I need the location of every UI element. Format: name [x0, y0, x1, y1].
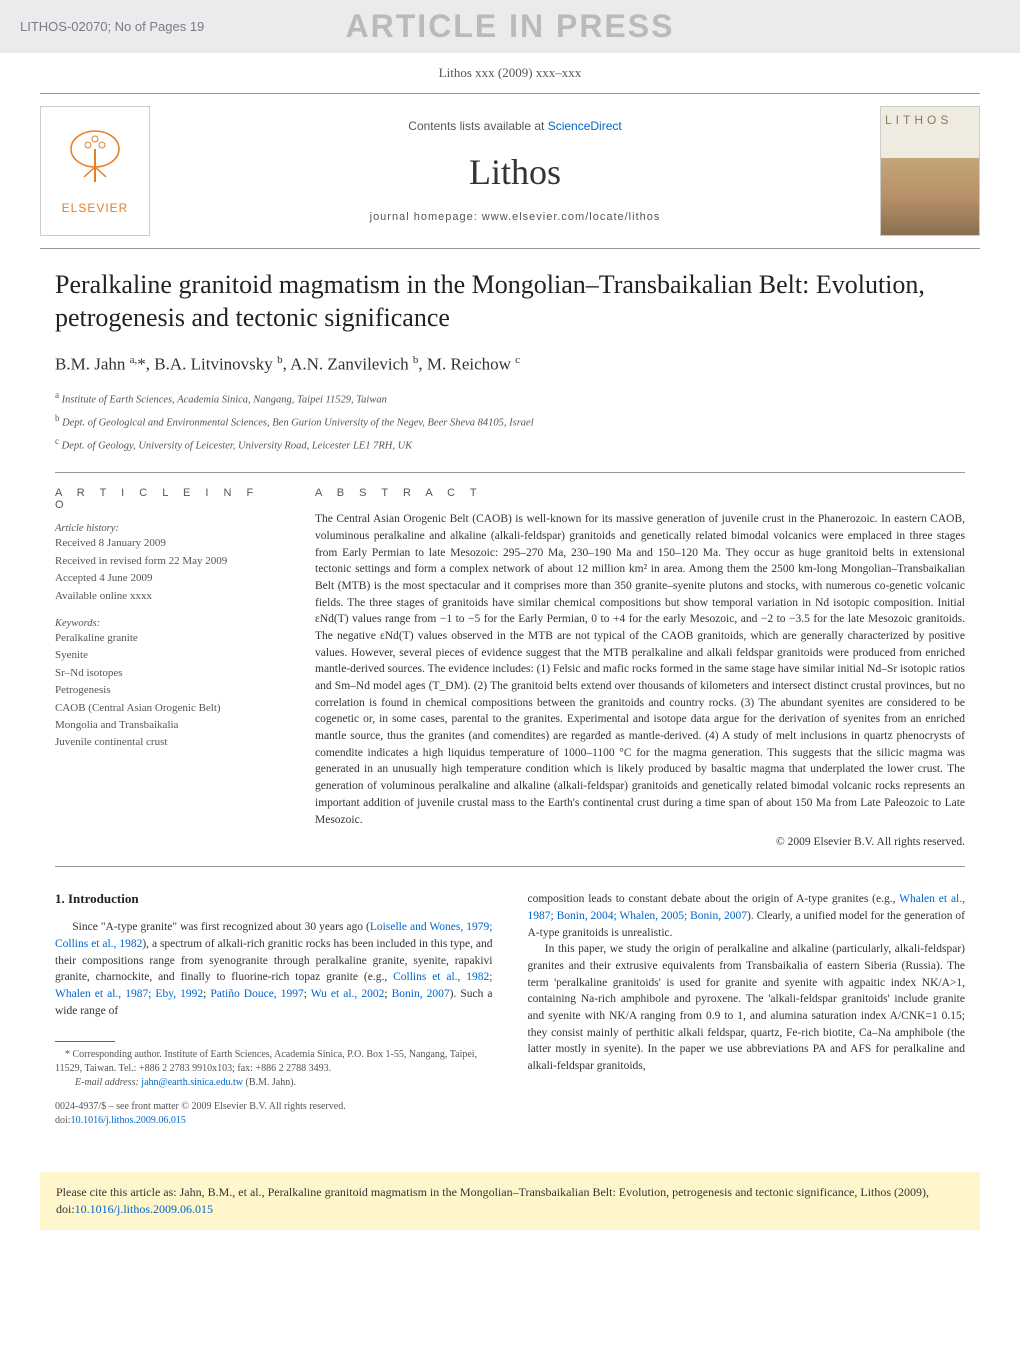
body-right-column: composition leads to constant debate abo…	[528, 891, 966, 1128]
email-footnote: E-mail address: jahn@earth.sinica.edu.tw…	[55, 1076, 493, 1090]
keyword-2: Sr–Nd isotopes	[55, 666, 280, 681]
abstract-column: A B S T R A C T The Central Asian Orogen…	[315, 487, 965, 848]
journal-reference-line: Lithos xxx (2009) xxx–xxx	[0, 53, 1020, 93]
keyword-4: CAOB (Central Asian Orogenic Belt)	[55, 701, 280, 716]
email-label: E-mail address:	[75, 1077, 141, 1088]
abstract-heading: A B S T R A C T	[315, 487, 965, 499]
body-left-column: 1. Introduction Since "A-type granite" w…	[55, 891, 493, 1128]
affiliations: a Institute of Earth Sciences, Academia …	[55, 389, 965, 455]
abstract-text: The Central Asian Orogenic Belt (CAOB) i…	[315, 511, 965, 828]
divider-bottom	[55, 866, 965, 867]
keyword-5: Mongolia and Transbaikalia	[55, 718, 280, 733]
history-online: Available online xxxx	[55, 589, 280, 604]
citation-doi-link[interactable]: 10.1016/j.lithos.2009.06.015	[75, 1202, 213, 1216]
front-matter-copyright: 0024-4937/$ – see front matter © 2009 El…	[55, 1100, 493, 1114]
abstract-copyright: © 2009 Elsevier B.V. All rights reserved…	[315, 836, 965, 848]
citation-box: Please cite this article as: Jahn, B.M.,…	[40, 1172, 980, 1230]
contents-available-line: Contents lists available at ScienceDirec…	[408, 119, 621, 133]
contents-prefix: Contents lists available at	[408, 119, 547, 133]
affiliation-c: c Dept. of Geology, University of Leices…	[55, 435, 965, 454]
in-press-banner: LITHOS-02070; No of Pages 19 ARTICLE IN …	[0, 0, 1020, 53]
keyword-6: Juvenile continental crust	[55, 735, 280, 750]
journal-name: Lithos	[469, 151, 561, 193]
history-accepted: Accepted 4 June 2009	[55, 571, 280, 586]
corresponding-footnote: * Corresponding author. Institute of Ear…	[55, 1048, 493, 1076]
intro-paragraph-2: composition leads to constant debate abo…	[528, 891, 966, 941]
doi-block: 0024-4937/$ – see front matter © 2009 El…	[55, 1100, 493, 1128]
email-suffix: (B.M. Jahn).	[243, 1077, 296, 1088]
article-info-column: A R T I C L E I N F O Article history: R…	[55, 487, 280, 848]
elsevier-logo: ELSEVIER	[40, 106, 150, 236]
elsevier-tree-icon	[60, 127, 130, 197]
watermark-text: ARTICLE IN PRESS	[346, 8, 675, 45]
keyword-1: Syenite	[55, 648, 280, 663]
info-abstract-row: A R T I C L E I N F O Article history: R…	[55, 487, 965, 848]
body-two-column: 1. Introduction Since "A-type granite" w…	[55, 891, 965, 1128]
sciencedirect-link[interactable]: ScienceDirect	[548, 119, 622, 133]
keyword-3: Petrogenesis	[55, 683, 280, 698]
article-id: LITHOS-02070; No of Pages 19	[20, 19, 204, 34]
affiliation-b: b Dept. of Geological and Environmental …	[55, 412, 965, 431]
journal-homepage: journal homepage: www.elsevier.com/locat…	[370, 211, 661, 223]
keyword-0: Peralkaline granite	[55, 631, 280, 646]
article-info-heading: A R T I C L E I N F O	[55, 487, 280, 511]
elsevier-name: ELSEVIER	[62, 201, 129, 215]
intro-paragraph-3: In this paper, we study the origin of pe…	[528, 941, 966, 1074]
history-received: Received 8 January 2009	[55, 536, 280, 551]
doi-link[interactable]: 10.1016/j.lithos.2009.06.015	[71, 1115, 186, 1126]
section-1-heading: 1. Introduction	[55, 891, 493, 907]
article-title: Peralkaline granitoid magmatism in the M…	[55, 269, 965, 334]
keywords-label: Keywords:	[55, 618, 280, 629]
journal-cover-thumbnail: LITHOS	[880, 106, 980, 236]
author-list: B.M. Jahn a,*, B.A. Litvinovsky b, A.N. …	[55, 354, 965, 375]
history-revised: Received in revised form 22 May 2009	[55, 554, 280, 569]
doi-label: doi:	[55, 1115, 71, 1126]
email-link[interactable]: jahn@earth.sinica.edu.tw	[141, 1077, 243, 1088]
history-label: Article history:	[55, 523, 280, 534]
journal-header: ELSEVIER Contents lists available at Sci…	[40, 93, 980, 249]
affiliation-a: a Institute of Earth Sciences, Academia …	[55, 389, 965, 408]
header-center: Contents lists available at ScienceDirec…	[150, 94, 880, 248]
cover-title: LITHOS	[881, 107, 979, 133]
footnote-rule	[55, 1041, 115, 1042]
divider-top	[55, 472, 965, 473]
intro-paragraph-1: Since "A-type granite" was first recogni…	[55, 919, 493, 1019]
